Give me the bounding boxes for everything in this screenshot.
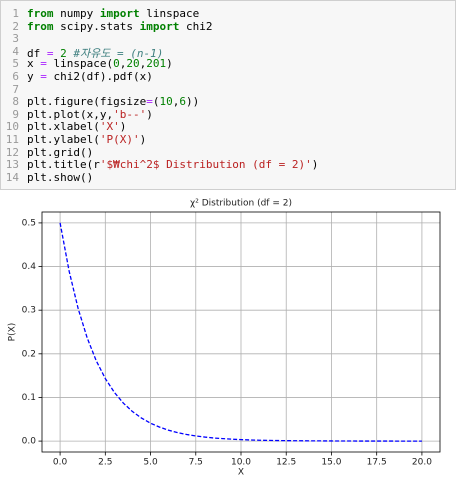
x-tick-label: 10.0 — [231, 458, 251, 468]
x-tick-label: 5.0 — [143, 458, 158, 468]
line-number: 10 — [5, 120, 19, 134]
y-tick-label: 0.4 — [22, 262, 37, 272]
code-line: from numpy import linspace — [27, 7, 200, 20]
y-tick-label: 0.5 — [22, 218, 36, 228]
line-number: 7 — [12, 82, 19, 96]
code-line: plt.xlabel('X') — [27, 120, 127, 134]
line-number: 9 — [12, 107, 19, 121]
code-line: y = chi2(df).pdf(x) — [27, 70, 153, 83]
line-number: 13 — [5, 158, 19, 172]
code-line: plt.show() — [27, 170, 94, 184]
chart-title: χ² Distribution (df = 2) — [190, 199, 292, 209]
code-cell: 1 from numpy import linspace 2 from scipy.s… — [0, 0, 456, 190]
code-line: df = 2 #자유도 = (n-1) — [27, 46, 164, 60]
x-tick-label: 12.5 — [276, 458, 296, 468]
x-tick-label: 15.0 — [321, 458, 341, 468]
line-number: 4 — [12, 44, 19, 58]
y-tick-label: 0.0 — [22, 437, 37, 447]
line-number: 14 — [5, 170, 19, 184]
line-number: 6 — [12, 70, 19, 83]
y-axis-label: P(X) — [8, 323, 18, 342]
x-axis-label: X — [238, 468, 244, 478]
line-number: 2 — [12, 19, 19, 33]
x-tick-label: 17.5 — [367, 458, 387, 468]
data-line — [59, 222, 422, 442]
line-number: 12 — [5, 145, 19, 159]
y-tick-label: 0.3 — [22, 306, 36, 316]
line-number: 8 — [12, 95, 19, 109]
chart: χ² Distribution (df = 2) 0.0 2.5 5.0 7.5 10.0… — [8, 199, 441, 478]
y-tick-label: 0.2 — [22, 349, 36, 359]
line-number: 5 — [12, 57, 19, 71]
code-line: plt.title(r'$₩chi^2$ Distribution (df = … — [27, 158, 319, 172]
y-tick-label: 0.1 — [22, 393, 36, 403]
x-tick-label: 2.5 — [98, 458, 112, 468]
code-line: plt.ylabel('P(X)') — [27, 133, 147, 146]
line-number: 11 — [5, 133, 19, 146]
x-tick-label: 7.5 — [189, 458, 203, 468]
code-line: plt.grid() — [27, 145, 94, 159]
x-tick-label: 0.0 — [53, 458, 68, 468]
line-number: 1 — [12, 7, 19, 20]
code-line: plt.plot(x,y,'b--') — [27, 107, 153, 121]
x-tick-label: 20.0 — [412, 458, 432, 468]
code-line: from scipy.stats import chi2 — [27, 19, 213, 33]
plot-frame — [41, 211, 441, 453]
code-line: x = linspace(0,20,201) — [27, 57, 173, 71]
line-number: 3 — [12, 32, 19, 46]
code-line: plt.figure(figsize=(10,6)) — [27, 95, 200, 109]
